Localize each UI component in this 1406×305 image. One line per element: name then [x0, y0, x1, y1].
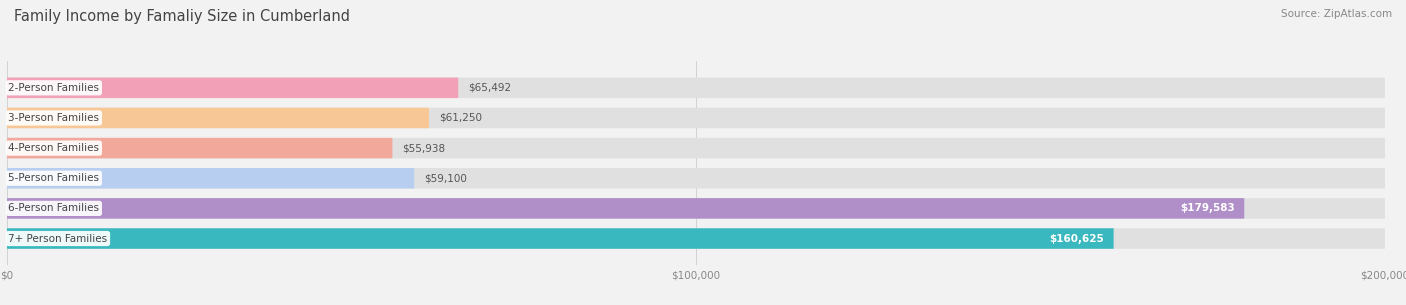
- FancyBboxPatch shape: [7, 138, 1385, 158]
- FancyBboxPatch shape: [7, 168, 1385, 188]
- FancyBboxPatch shape: [7, 77, 1385, 98]
- Text: 5-Person Families: 5-Person Families: [8, 173, 100, 183]
- Text: 3-Person Families: 3-Person Families: [8, 113, 100, 123]
- Text: $55,938: $55,938: [402, 143, 446, 153]
- FancyBboxPatch shape: [7, 228, 1385, 249]
- FancyBboxPatch shape: [7, 198, 1244, 219]
- Text: Source: ZipAtlas.com: Source: ZipAtlas.com: [1281, 9, 1392, 19]
- Text: $160,625: $160,625: [1049, 234, 1104, 243]
- Text: $65,492: $65,492: [468, 83, 510, 93]
- FancyBboxPatch shape: [7, 138, 392, 158]
- FancyBboxPatch shape: [7, 228, 1114, 249]
- Text: $179,583: $179,583: [1180, 203, 1234, 213]
- FancyBboxPatch shape: [7, 198, 1385, 219]
- Text: Family Income by Famaliy Size in Cumberland: Family Income by Famaliy Size in Cumberl…: [14, 9, 350, 24]
- Text: 7+ Person Families: 7+ Person Families: [8, 234, 107, 243]
- FancyBboxPatch shape: [7, 108, 429, 128]
- Text: 4-Person Families: 4-Person Families: [8, 143, 100, 153]
- Text: 2-Person Families: 2-Person Families: [8, 83, 100, 93]
- Text: $61,250: $61,250: [439, 113, 482, 123]
- FancyBboxPatch shape: [7, 77, 458, 98]
- Text: 6-Person Families: 6-Person Families: [8, 203, 100, 213]
- FancyBboxPatch shape: [7, 108, 1385, 128]
- Text: $59,100: $59,100: [423, 173, 467, 183]
- FancyBboxPatch shape: [7, 168, 415, 188]
